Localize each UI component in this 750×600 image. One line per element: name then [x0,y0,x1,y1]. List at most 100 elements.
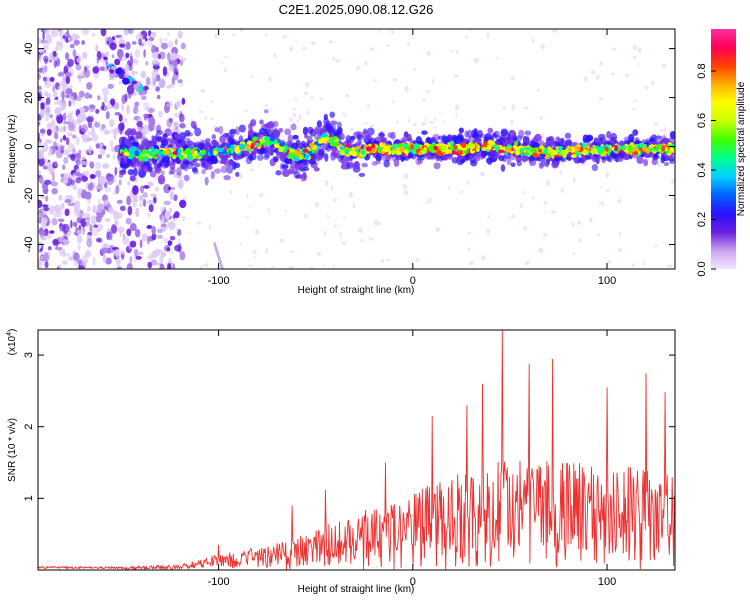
ridge-halo-dot [353,161,360,170]
noise-speck [141,232,148,242]
low-streak-dot [213,242,217,247]
noise-speck [600,186,603,189]
ridge-halo-dot [358,172,366,178]
noise-speck [296,120,300,123]
ridge-halo-dot [212,155,218,165]
ridge-core-dot [633,150,639,156]
noise-speck [637,47,642,53]
noise-speck [159,254,164,264]
noise-speck [68,100,72,107]
ridge-core-dot [650,143,655,148]
ridge-halo-dot [435,154,440,162]
ridge-core-dot [568,147,573,152]
spectrogram-ytick-label: 0 [23,143,35,149]
ridge-halo-dot [356,134,364,141]
ridge-core-dot [605,147,609,152]
noise-speck [41,68,47,75]
ridge-halo-dot [493,130,500,138]
ridge-halo-dot [147,165,153,173]
noise-speck [62,223,70,233]
noise-speck [126,104,130,115]
noise-speck [109,42,117,51]
noise-speck [103,145,107,150]
noise-speck [151,225,156,235]
noise-speck [114,219,119,227]
noise-speck [58,29,64,38]
ridge-core-dot [360,149,366,156]
noise-speck [425,201,429,204]
noise-speck [599,97,603,101]
noise-speck [148,116,156,127]
noise-speck [333,198,337,202]
noise-speck [81,255,89,265]
noise-speck [511,214,516,219]
noise-speck [114,248,120,259]
noise-speck [653,244,659,248]
ridge-halo-dot [169,139,175,146]
noise-speck [75,177,82,184]
ridge-core-dot [323,136,330,141]
noise-speck [481,255,486,261]
noise-speck [135,255,142,260]
noise-speck [309,266,314,269]
noise-speck [102,58,106,66]
noise-speck [202,264,207,267]
noise-speck [560,187,564,193]
noise-speck [125,41,131,50]
ridge-halo-dot [124,130,130,136]
ridge-halo-dot [411,154,417,160]
noise-speck [151,44,157,54]
noise-speck [199,265,203,269]
noise-speck [152,51,160,60]
ridge-halo-dot [325,123,332,131]
noise-speck [252,250,257,254]
ridge-core-dot [600,152,607,157]
snr-multiplier-base: (x10 [7,335,18,355]
ridge-core-dot [436,149,442,156]
ridge-halo-dot [214,127,220,133]
noise-speck [125,217,132,225]
noise-speck [55,149,63,159]
ridge-core-dot [469,143,475,150]
noise-speck [43,179,52,185]
ridge-halo-dot [263,109,269,114]
noise-speck [214,32,218,39]
ridge-halo-dot [287,134,294,144]
noise-speck [86,238,93,248]
noise-speck [44,58,49,64]
noise-speck [62,121,70,125]
noise-speck [88,145,92,155]
noise-speck [265,33,268,37]
noise-speck [650,80,655,86]
noise-speck [103,56,108,61]
noise-speck [455,50,459,55]
ridge-core-dot [304,153,310,160]
ridge-core-dot [297,152,303,157]
noise-speck [350,127,354,132]
ridge-core-dot [481,146,488,152]
ridge-core-dot [131,150,135,156]
noise-speck [83,212,91,219]
noise-speck [175,100,182,108]
noise-speck [155,75,161,81]
noise-speck [200,88,206,93]
ridge-core-dot [201,149,207,156]
noise-speck [199,110,204,113]
ridge-core-dot [294,157,300,162]
noise-speck [659,129,664,132]
noise-speck [50,181,59,187]
noise-speck [168,64,175,72]
noise-speck [134,48,141,58]
noise-speck [47,166,51,171]
ridge-core-dot [387,150,392,155]
noise-speck [150,80,157,88]
spectrogram-xtick-label: -100 [208,275,230,287]
ridge-core-dot [642,146,647,152]
noise-speck [137,251,144,256]
ridge-halo-dot [130,141,138,148]
noise-speck [140,185,144,194]
ridge-core-dot [461,142,467,149]
noise-speck [150,259,158,266]
noise-speck [552,29,558,33]
